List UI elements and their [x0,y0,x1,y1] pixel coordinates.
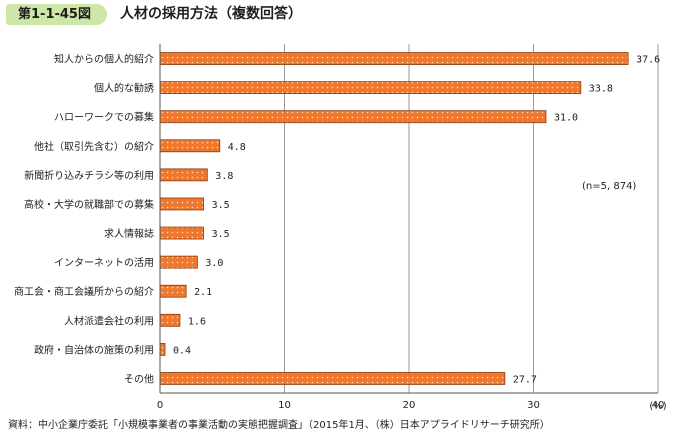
bar [159,226,204,240]
x-tick-label: 20 [403,400,416,411]
value-label: 4.8 [228,142,246,153]
value-label: 2.1 [194,287,212,298]
value-label: 3.8 [215,171,233,182]
category-label: 新聞折り込みチラシ等の利用 [24,169,154,182]
category-label: 高校・大学の就職部での募集 [24,198,154,211]
category-label: 求人情報誌 [104,227,154,240]
bar [159,81,582,95]
x-unit-label: (%) [649,401,666,412]
bar [159,284,187,298]
bar [159,110,547,124]
bars [159,52,629,385]
category-label: ハローワークでの募集 [54,111,154,124]
category-label: 知人からの個人的紹介 [54,53,154,66]
value-label: 3.5 [212,229,230,240]
value-label: 27.7 [513,374,537,385]
value-label: 31.0 [554,113,578,124]
category-label: 政府・自治体の施策の利用 [34,343,154,356]
category-label: その他 [124,372,154,385]
category-label: 個人的な勧誘 [94,82,154,95]
x-tick-label: 10 [278,400,291,411]
bar [159,372,506,385]
bar [159,197,204,211]
value-label: 3.5 [212,200,230,211]
labels: 0 10 20 30 40 知人からの個人的紹介 37.6 個人的な勧誘 33.8 ハローワークで… [14,53,664,411]
value-label: 1.6 [188,316,206,327]
x-tick-label: 30 [527,400,540,411]
source-note: 資料：中小企業庁委託「小規模事業者の事業活動の実態把握調査」（2015年1月、（… [8,420,550,431]
bar [159,313,181,327]
category-label: インターネットの活用 [54,257,154,269]
category-label: 人材派遣会社の利用 [64,314,154,327]
bar [159,168,208,182]
category-label: 他社（取引先含む）の紹介 [34,140,154,153]
sample-size-note: (n=5, 874) [582,181,636,192]
bar [159,255,198,269]
bar [159,139,221,153]
category-label: 商工会・商工会議所からの紹介 [14,285,154,298]
figure-number-badge: 第1-1-45図 [6,4,107,25]
figure-header: 第1-1-45図 人材の採用方法（複数回答） [0,0,674,28]
x-tick-label: 0 [157,400,163,411]
gridlines [284,44,659,393]
value-label: 33.8 [589,84,613,95]
x-tick-label: 40 [652,400,665,411]
value-label: 37.6 [636,55,660,66]
bar [159,52,629,65]
bar [159,342,166,356]
value-label: 0.4 [173,345,191,356]
figure-title: 人材の採用方法（複数回答） [120,6,302,22]
value-label: 3.0 [205,258,223,269]
